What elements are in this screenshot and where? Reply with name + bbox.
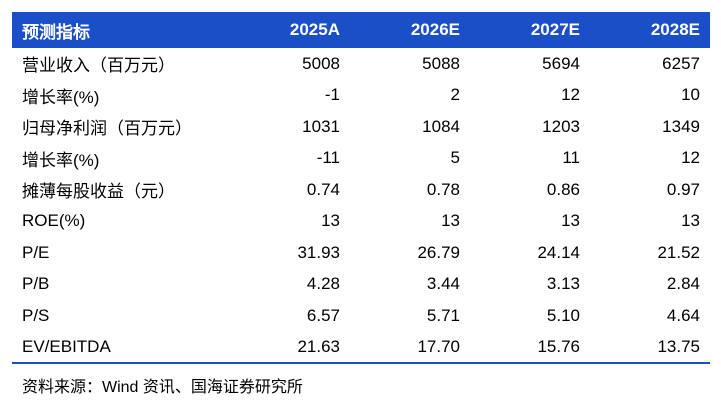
cell-value: 3.13	[546, 274, 580, 294]
cell-value: 5008	[302, 53, 340, 73]
table-row: P/E 31.93 26.79 24.14 21.52	[12, 237, 710, 269]
cell-value: 1349	[662, 116, 700, 136]
cell-value: 1031	[302, 116, 340, 136]
header-2027e: 2027E	[530, 20, 580, 39]
table-row: 归母净利润（百万元） 1031 1084 1203 1349	[12, 111, 710, 143]
table-row: 摊薄每股收益（元） 0.74 0.78 0.86 0.97	[12, 174, 710, 206]
cell-value: 5	[450, 148, 460, 168]
row-label: P/S	[22, 305, 50, 325]
cell-value: 6257	[662, 53, 700, 73]
cell-value: 17.70	[350, 331, 470, 364]
row-label: 摊薄每股收益（元）	[22, 182, 175, 202]
cell-value: -1	[324, 85, 340, 105]
table-row: 增长率(%) -11 5 11 12	[12, 143, 710, 175]
cell-value: 5.10	[546, 305, 580, 325]
cell-value: 4.64	[666, 305, 700, 325]
cell-value: 12	[561, 85, 580, 105]
cell-value: 11	[562, 148, 580, 168]
cell-value: 2.84	[666, 274, 700, 294]
cell-value: 21.63	[230, 331, 350, 364]
cell-value: 26.79	[417, 242, 460, 262]
table-row: 增长率(%) -1 2 12 10	[12, 80, 710, 112]
row-label: 增长率(%)	[22, 150, 100, 170]
row-label: 营业收入（百万元）	[22, 56, 175, 76]
cell-value: 12	[681, 148, 700, 168]
cell-value: 13	[681, 211, 700, 231]
cell-value: 0.78	[426, 179, 460, 199]
header-indicator: 预测指标	[22, 22, 90, 42]
header-2026e: 2026E	[410, 20, 460, 39]
cell-value: 1203	[542, 116, 580, 136]
row-label: ROE(%)	[22, 211, 86, 231]
cell-value: -11	[316, 148, 340, 168]
row-label: 归母净利润（百万元）	[22, 119, 192, 139]
forecast-table-container: 预测指标 2025A 2026E 2027E 2028E 营业收入（百万元） 5…	[12, 12, 710, 364]
cell-value: 13.75	[590, 331, 710, 364]
row-label: P/B	[22, 274, 50, 294]
cell-value: 24.14	[537, 242, 580, 262]
cell-value: 5694	[542, 53, 580, 73]
cell-value: 6.57	[306, 305, 340, 325]
cell-value: 13	[441, 211, 460, 231]
cell-value: 5088	[422, 53, 460, 73]
table-row: P/S 6.57 5.71 5.10 4.64	[12, 300, 710, 332]
cell-value: 31.93	[297, 242, 340, 262]
cell-value: 0.86	[546, 179, 580, 199]
table-row: ROE(%) 13 13 13 13	[12, 206, 710, 238]
cell-value: 15.76	[470, 331, 590, 364]
forecast-table: 预测指标 2025A 2026E 2027E 2028E 营业收入（百万元） 5…	[12, 12, 710, 364]
cell-value: 13	[321, 211, 340, 231]
row-label: P/E	[22, 242, 50, 262]
cell-value: 4.28	[306, 274, 340, 294]
cell-value: 0.97	[666, 179, 700, 199]
cell-value: 5.71	[426, 305, 460, 325]
table-row: P/B 4.28 3.44 3.13 2.84	[12, 269, 710, 301]
cell-value: 21.52	[657, 242, 700, 262]
row-label: EV/EBITDA	[12, 331, 230, 364]
table-header-row: 预测指标 2025A 2026E 2027E 2028E	[12, 12, 710, 48]
cell-value: 13	[561, 211, 580, 231]
cell-value: 0.74	[306, 179, 340, 199]
cell-value: 2	[450, 85, 460, 105]
cell-value: 1084	[422, 116, 460, 136]
header-2028e: 2028E	[650, 20, 700, 39]
source-note: 资料来源：Wind 资讯、国海证券研究所	[22, 379, 303, 396]
cell-value: 3.44	[426, 274, 460, 294]
row-label: 增长率(%)	[22, 87, 100, 107]
table-row: EV/EBITDA 21.63 17.70 15.76 13.75	[12, 331, 710, 364]
table-row: 营业收入（百万元） 5008 5088 5694 6257	[12, 48, 710, 80]
header-2025a: 2025A	[289, 20, 340, 39]
cell-value: 10	[681, 85, 700, 105]
